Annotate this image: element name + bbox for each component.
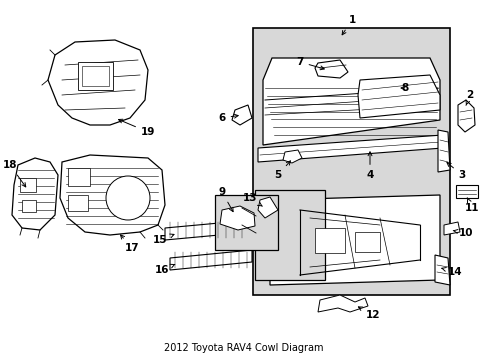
Text: 2: 2 — [465, 90, 473, 105]
Text: 11: 11 — [464, 198, 478, 213]
Bar — [354, 232, 379, 252]
Polygon shape — [434, 255, 449, 285]
Text: 3: 3 — [446, 162, 465, 180]
Text: 19: 19 — [118, 119, 155, 137]
Bar — [20, 178, 36, 192]
Polygon shape — [314, 60, 347, 78]
Text: 10: 10 — [452, 228, 472, 238]
Bar — [68, 168, 90, 186]
Polygon shape — [48, 40, 148, 125]
Polygon shape — [455, 185, 477, 198]
Polygon shape — [164, 220, 251, 240]
Text: 8: 8 — [400, 83, 408, 93]
Text: 5: 5 — [274, 161, 290, 180]
Text: 16: 16 — [154, 264, 174, 275]
Polygon shape — [283, 150, 302, 163]
Text: 14: 14 — [441, 267, 461, 277]
Bar — [314, 228, 345, 253]
Bar — [78, 62, 113, 90]
Text: 12: 12 — [358, 307, 380, 320]
Text: 1: 1 — [342, 15, 355, 35]
Text: 13: 13 — [242, 193, 262, 206]
Polygon shape — [170, 250, 251, 270]
Text: 7: 7 — [296, 57, 324, 70]
Text: 15: 15 — [152, 234, 174, 245]
Text: 4: 4 — [366, 152, 373, 180]
Text: 17: 17 — [121, 235, 139, 253]
Polygon shape — [457, 100, 474, 132]
Polygon shape — [317, 295, 367, 312]
Polygon shape — [231, 105, 251, 125]
Polygon shape — [220, 206, 254, 230]
Polygon shape — [437, 130, 449, 172]
Circle shape — [106, 176, 150, 220]
Polygon shape — [252, 28, 449, 295]
Bar — [68, 195, 88, 211]
Bar — [215, 195, 278, 250]
Text: 9: 9 — [218, 187, 233, 212]
Polygon shape — [357, 75, 439, 118]
Text: 2012 Toyota RAV4 Cowl Diagram: 2012 Toyota RAV4 Cowl Diagram — [164, 343, 323, 353]
Text: 18: 18 — [3, 160, 26, 187]
Bar — [22, 200, 36, 212]
Bar — [82, 66, 109, 86]
Polygon shape — [258, 197, 278, 218]
Bar — [254, 190, 325, 280]
Polygon shape — [258, 135, 442, 162]
Polygon shape — [269, 195, 439, 285]
Text: 6: 6 — [218, 113, 238, 123]
Polygon shape — [60, 155, 164, 235]
Polygon shape — [12, 158, 58, 230]
Polygon shape — [443, 222, 459, 235]
Polygon shape — [263, 58, 439, 145]
